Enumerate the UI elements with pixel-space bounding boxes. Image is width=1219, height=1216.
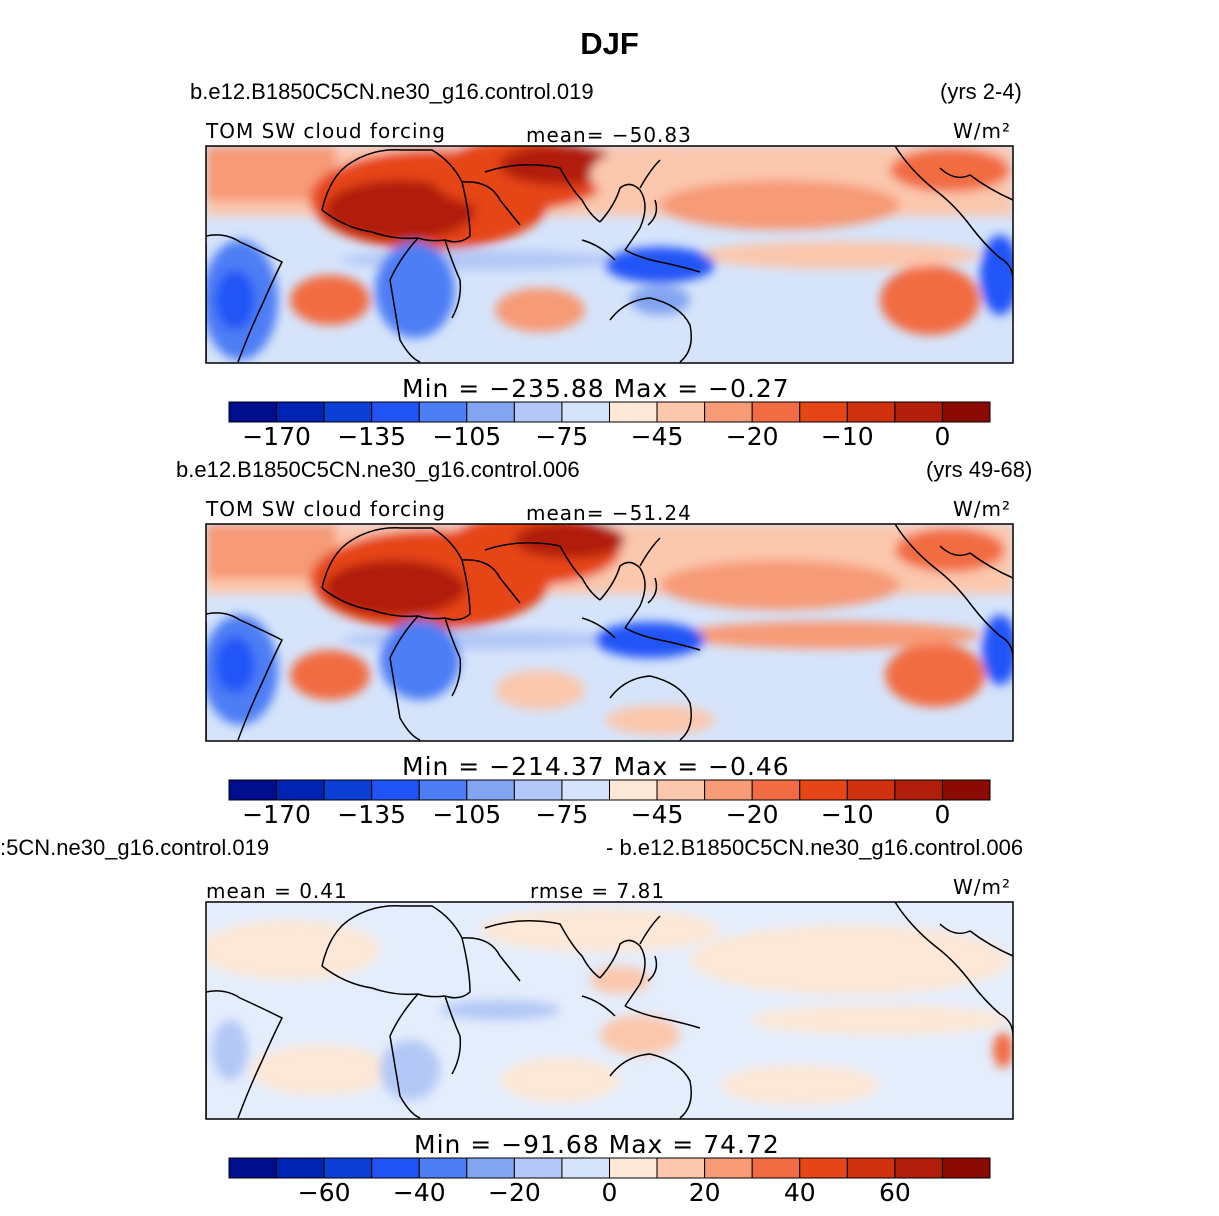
colorbar-swatch xyxy=(799,401,848,423)
colorbar-swatch xyxy=(941,779,991,801)
panel3-rmse: rmse = 7.81 xyxy=(530,879,666,903)
colorbar-tick-label: −20 xyxy=(487,1178,541,1207)
colorbar-tick-label: −170 xyxy=(242,422,311,451)
colorbar-swatch xyxy=(941,1157,991,1179)
colorbar-swatch xyxy=(704,401,753,423)
colorbar-swatch xyxy=(894,401,943,423)
panel2-colorbar xyxy=(228,779,991,801)
colorbar-tick-label: −20 xyxy=(725,422,779,451)
colorbar-tick-label: −135 xyxy=(337,800,407,829)
colorbar-tick-label: −40 xyxy=(392,1178,446,1207)
colorbar-tick-label: −20 xyxy=(725,800,779,829)
colorbar-tick-label: −170 xyxy=(242,800,311,829)
colorbar-swatch xyxy=(323,1157,373,1179)
colorbar-swatch xyxy=(894,779,943,801)
panel1-colorbar xyxy=(228,401,991,423)
colorbar-tick-label: 0 xyxy=(601,1178,618,1207)
panel2-mean: mean= −51.24 xyxy=(526,501,692,525)
colorbar-swatch xyxy=(466,779,515,801)
colorbar-swatch xyxy=(228,779,278,801)
figure-title: DJF xyxy=(580,26,639,61)
panel2-case-name: b.e12.B1850C5CN.ne30_g16.control.006 xyxy=(176,457,580,482)
colorbar-swatch xyxy=(371,401,420,423)
colorbar-swatch xyxy=(561,1157,610,1179)
colorbar-swatch xyxy=(513,779,563,801)
colorbar-tick-label: −10 xyxy=(820,422,874,451)
colorbar-swatch xyxy=(846,779,896,801)
colorbar-swatch xyxy=(609,401,658,423)
colorbar-swatch xyxy=(276,779,325,801)
colorbar-tick-label: −135 xyxy=(337,422,407,451)
colorbar-tick-label: −75 xyxy=(535,800,589,829)
colorbar-swatch xyxy=(656,1157,706,1179)
panel1-years: (yrs 2-4) xyxy=(940,79,1022,104)
colorbar-tick-label: −105 xyxy=(432,422,502,451)
panel3-map xyxy=(206,902,1013,1119)
colorbar-tick-label: −45 xyxy=(630,800,684,829)
panel2-minmax: Min = −214.37 Max = −0.46 xyxy=(402,752,790,781)
panel3-difference-label: - b.e12.B1850C5CN.ne30_g16.control.006 xyxy=(606,835,1024,860)
colorbar-swatch xyxy=(371,779,420,801)
colorbar-swatch xyxy=(704,1157,753,1179)
colorbar-tick-label: 60 xyxy=(878,1178,911,1207)
colorbar-swatch xyxy=(846,401,896,423)
colorbar-swatch xyxy=(418,1157,468,1179)
panel1-units: W/m² xyxy=(953,119,1012,143)
colorbar-tick-label: −75 xyxy=(535,422,589,451)
colorbar-swatch xyxy=(609,779,658,801)
panel3-case-name: :5CN.ne30_g16.control.019 xyxy=(0,835,270,860)
panel1-minmax: Min = −235.88 Max = −0.27 xyxy=(402,374,790,403)
colorbar-swatch xyxy=(561,401,610,423)
colorbar-swatch xyxy=(656,401,706,423)
colorbar-swatch xyxy=(228,1157,278,1179)
colorbar-swatch xyxy=(466,401,515,423)
colorbar-swatch xyxy=(371,1157,420,1179)
colorbar-tick-label: −60 xyxy=(297,1178,351,1207)
colorbar-swatch xyxy=(846,1157,896,1179)
colorbar-tick-label: 0 xyxy=(934,422,951,451)
panel3-mean: mean = 0.41 xyxy=(206,879,348,903)
colorbar-swatch xyxy=(276,1157,325,1179)
colorbar-swatch xyxy=(751,1157,801,1179)
colorbar-swatch xyxy=(466,1157,515,1179)
colorbar-swatch xyxy=(799,779,848,801)
colorbar-swatch xyxy=(799,1157,848,1179)
colorbar-swatch xyxy=(418,401,468,423)
panel1-case-name: b.e12.B1850C5CN.ne30_g16.control.019 xyxy=(190,79,594,104)
colorbar-tick-label: 20 xyxy=(688,1178,721,1207)
panel2-units: W/m² xyxy=(953,497,1012,521)
colorbar-swatch xyxy=(609,1157,658,1179)
colorbar-swatch xyxy=(751,401,801,423)
colorbar-swatch xyxy=(513,401,563,423)
colorbar-tick-label: 0 xyxy=(934,800,951,829)
panel1-field-label: TOM SW cloud forcing xyxy=(206,119,446,143)
colorbar-swatch xyxy=(941,401,991,423)
colorbar-swatch xyxy=(561,779,610,801)
panel1-mean: mean= −50.83 xyxy=(526,123,692,147)
colorbar-swatch xyxy=(418,779,468,801)
colorbar-swatch xyxy=(276,401,325,423)
colorbar-tick-label: −45 xyxy=(630,422,684,451)
panel2-field-label: TOM SW cloud forcing xyxy=(206,497,446,521)
colorbar-swatch xyxy=(894,1157,943,1179)
colorbar-tick-label: −105 xyxy=(432,800,502,829)
colorbar-tick-label: −10 xyxy=(820,800,874,829)
panel3-units: W/m² xyxy=(953,875,1012,899)
colorbar-swatch xyxy=(704,779,753,801)
panel3-minmax: Min = −91.68 Max = 74.72 xyxy=(414,1130,780,1159)
colorbar-swatch xyxy=(228,401,278,423)
colorbar-swatch xyxy=(656,779,706,801)
colorbar-swatch xyxy=(323,779,373,801)
panel1-map xyxy=(206,146,1013,363)
panel2-map xyxy=(206,524,1013,741)
colorbar-swatch xyxy=(751,779,801,801)
colorbar-swatch xyxy=(513,1157,563,1179)
panel2-years: (yrs 49-68) xyxy=(926,457,1033,482)
panel3-colorbar xyxy=(228,1157,991,1179)
colorbar-tick-label: 40 xyxy=(783,1178,816,1207)
coastline-outlines xyxy=(206,146,1013,1118)
colorbar-swatch xyxy=(323,401,373,423)
